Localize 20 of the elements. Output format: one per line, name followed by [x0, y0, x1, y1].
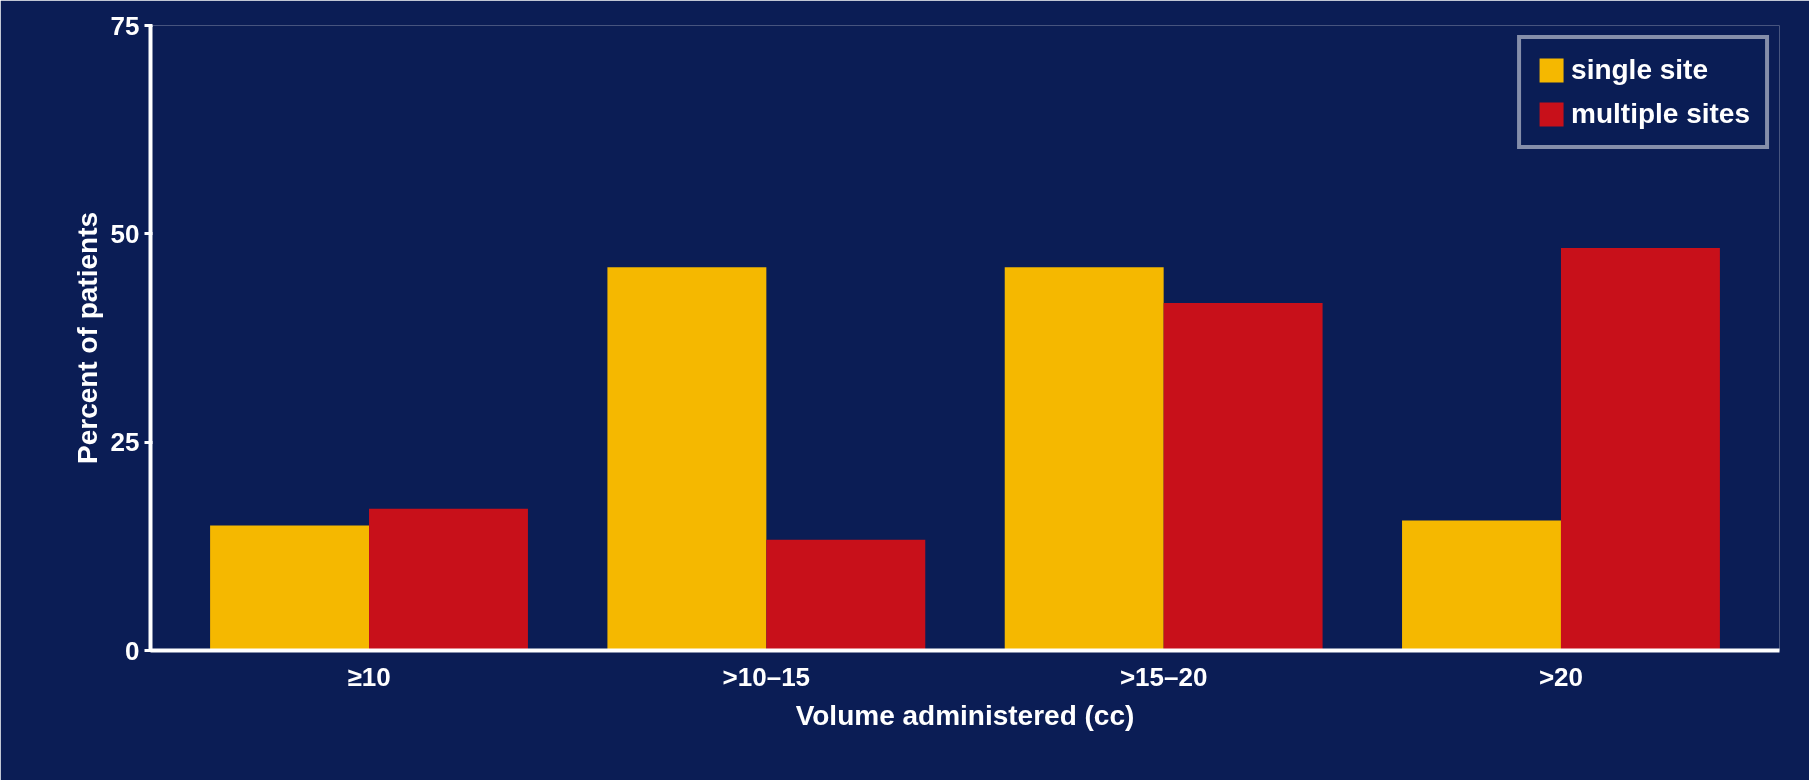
- y-tick-label: 50: [110, 218, 140, 249]
- y-tick-label: 75: [110, 10, 140, 41]
- x-axis-title: Volume administered (cc): [795, 699, 1135, 731]
- y-tick-label: 25: [110, 427, 140, 458]
- bar: [369, 508, 528, 651]
- legend-label: multiple sites: [1571, 98, 1750, 130]
- legend-label: single site: [1571, 54, 1708, 86]
- bar: [766, 539, 926, 651]
- bar: [1163, 303, 1323, 651]
- x-tick-label: >15–20: [1119, 661, 1208, 692]
- y-axis-title: Percent of patients: [71, 211, 103, 465]
- bar: [1004, 267, 1164, 651]
- bar: [210, 525, 370, 651]
- bar: [1402, 520, 1561, 651]
- bar: [607, 267, 767, 651]
- x-tick-label: >10–15: [722, 661, 811, 692]
- x-tick-label: >20: [1538, 661, 1584, 692]
- bar: [1560, 248, 1720, 651]
- y-tick-label: 0: [125, 635, 140, 666]
- x-tick-label: ≥10: [347, 661, 391, 692]
